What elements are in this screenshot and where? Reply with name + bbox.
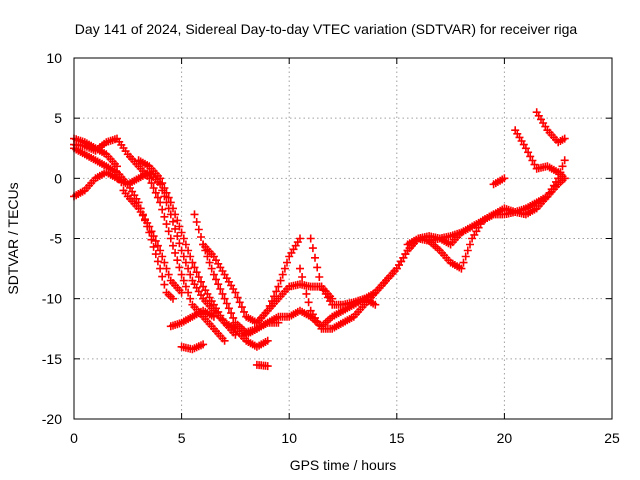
- series-track-15: [403, 156, 569, 273]
- x-tick-label: 5: [178, 430, 186, 446]
- x-tick-label: 15: [389, 430, 405, 446]
- series-track-17: [489, 174, 509, 189]
- y-tick-label: -10: [42, 291, 62, 307]
- y-tick-label: 10: [46, 50, 62, 66]
- series-track-11: [252, 360, 272, 371]
- y-tick-label: 0: [54, 170, 62, 186]
- series-markers: [403, 156, 569, 273]
- series-track-7: [177, 340, 208, 354]
- series-markers: [166, 306, 218, 331]
- x-tick-label: 0: [70, 430, 78, 446]
- x-axis-title: GPS time / hours: [290, 457, 397, 473]
- series-markers: [511, 126, 569, 183]
- series-markers: [252, 234, 304, 327]
- grid: [74, 58, 612, 419]
- y-tick-label: 5: [54, 110, 62, 126]
- series-track-13: [296, 228, 466, 333]
- series-track-16: [425, 174, 569, 245]
- chart-title: Day 141 of 2024, Sidereal Day-to-day VTE…: [75, 21, 578, 37]
- series-track-10: [242, 234, 423, 339]
- series-markers: [306, 234, 380, 309]
- series-track-14: [306, 234, 380, 309]
- x-tick-label: 25: [604, 430, 620, 446]
- plot-frame: [73, 57, 613, 420]
- series-markers: [489, 174, 509, 189]
- series-markers: [252, 360, 272, 371]
- series-track-6: [166, 306, 218, 331]
- series-markers: [296, 228, 466, 333]
- series-markers: [425, 174, 569, 245]
- x-tick-label: 20: [497, 430, 513, 446]
- y-tick-label: -5: [50, 231, 63, 247]
- series-markers: [242, 234, 423, 339]
- y-tick-label: -20: [42, 411, 62, 427]
- series-track-12: [252, 234, 304, 327]
- axis-ticks: 0 5 10 15 20 25 10 5 0 -5 -10 -15 -20: [42, 50, 620, 446]
- series-track-19: [532, 108, 569, 147]
- y-tick-label: -15: [42, 351, 62, 367]
- y-axis-title: SDTVAR / TECUs: [5, 182, 21, 294]
- series-markers: [70, 144, 177, 303]
- series-track-5: [134, 156, 240, 339]
- series-track-18: [511, 126, 569, 183]
- x-tick-label: 10: [281, 430, 297, 446]
- series-markers: [134, 156, 240, 339]
- series-markers: [532, 108, 569, 147]
- data-markers: [70, 108, 569, 371]
- series-track-1: [70, 144, 177, 303]
- series-markers: [177, 340, 208, 354]
